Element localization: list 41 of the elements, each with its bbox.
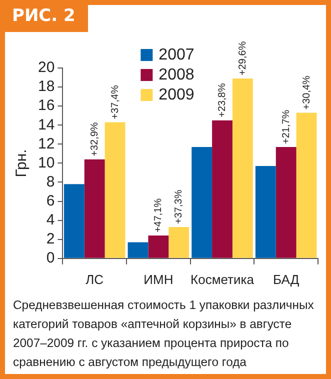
legend-label: 2008: [158, 66, 194, 84]
x-tick-label: ИМН: [144, 272, 174, 287]
chart-title: РИС. 2: [0, 0, 88, 32]
y-tick-label: 14: [38, 116, 55, 134]
y-tick-label: 18: [38, 78, 55, 96]
y-tick-label: 16: [38, 97, 55, 114]
y-axis-title: Грн.: [13, 149, 30, 178]
x-tick-label: ЛС: [86, 272, 104, 287]
text: Средневзвешенная стоимость 1 упаковки различных категорий товаров «аптечной корзины» в августе 2007–2009 гг. с указанием процента прироста по сравнению с августом предыдущего года: [13, 297, 315, 371]
annotation: +21,7%: [280, 110, 292, 144]
annotation: +29,6%: [237, 41, 248, 76]
bar: [168, 226, 190, 258]
bar: [255, 166, 276, 258]
bar: [296, 112, 317, 258]
annotation: +37,3%: [174, 190, 185, 224]
annotation: +47,1%: [153, 198, 164, 233]
annotation: +37,4%: [110, 84, 121, 120]
bar: [192, 147, 212, 258]
bar: [64, 184, 84, 258]
bar: [232, 78, 253, 258]
legend-label: 2007: [158, 46, 194, 64]
y-tick-label: 2: [46, 230, 55, 248]
bar: [148, 236, 169, 258]
bar: [276, 147, 296, 258]
annotation: +30,4%: [301, 75, 312, 110]
bar: [84, 159, 105, 258]
y-tick-label: 20: [38, 59, 55, 76]
x-tick-label: БАД: [273, 272, 300, 287]
y-tick-label: 4: [46, 211, 55, 228]
x-tick-label: Косметика: [190, 272, 255, 287]
bar: [212, 120, 232, 258]
legend-label: 2009: [158, 86, 194, 104]
y-tick-label: 12: [38, 135, 55, 152]
y-tick-label: 8: [46, 173, 55, 190]
annotation: +23,8%: [217, 83, 228, 118]
bar: [128, 242, 148, 258]
y-tick-label: 6: [46, 192, 55, 210]
annotation: +32,9%: [89, 122, 100, 156]
y-tick-label: 0: [46, 250, 55, 267]
y-tick-label: 10: [38, 154, 55, 172]
bar: [104, 122, 126, 258]
